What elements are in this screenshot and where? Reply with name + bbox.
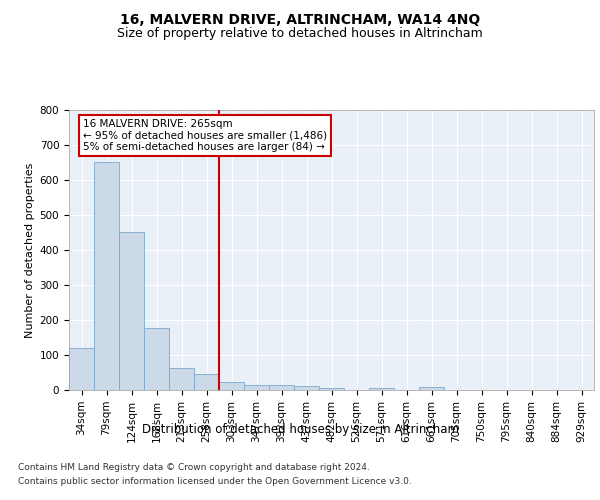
Text: Distribution of detached houses by size in Altrincham: Distribution of detached houses by size … <box>142 422 458 436</box>
Bar <box>319 388 344 390</box>
Bar <box>144 328 169 390</box>
Text: Contains HM Land Registry data © Crown copyright and database right 2024.: Contains HM Land Registry data © Crown c… <box>18 462 370 471</box>
Bar <box>169 368 194 390</box>
Bar <box>244 386 269 390</box>
Text: 16, MALVERN DRIVE, ALTRINCHAM, WA14 4NQ: 16, MALVERN DRIVE, ALTRINCHAM, WA14 4NQ <box>120 12 480 26</box>
Bar <box>69 348 94 390</box>
Text: Contains public sector information licensed under the Open Government Licence v3: Contains public sector information licen… <box>18 478 412 486</box>
Bar <box>219 382 244 390</box>
Bar <box>269 385 294 390</box>
Bar <box>194 374 219 390</box>
Text: Size of property relative to detached houses in Altrincham: Size of property relative to detached ho… <box>117 28 483 40</box>
Bar <box>419 387 444 390</box>
Bar <box>94 162 119 390</box>
Text: 16 MALVERN DRIVE: 265sqm
← 95% of detached houses are smaller (1,486)
5% of semi: 16 MALVERN DRIVE: 265sqm ← 95% of detach… <box>83 118 327 152</box>
Bar <box>369 388 394 390</box>
Bar <box>294 386 319 390</box>
Y-axis label: Number of detached properties: Number of detached properties <box>25 162 35 338</box>
Bar <box>119 232 144 390</box>
